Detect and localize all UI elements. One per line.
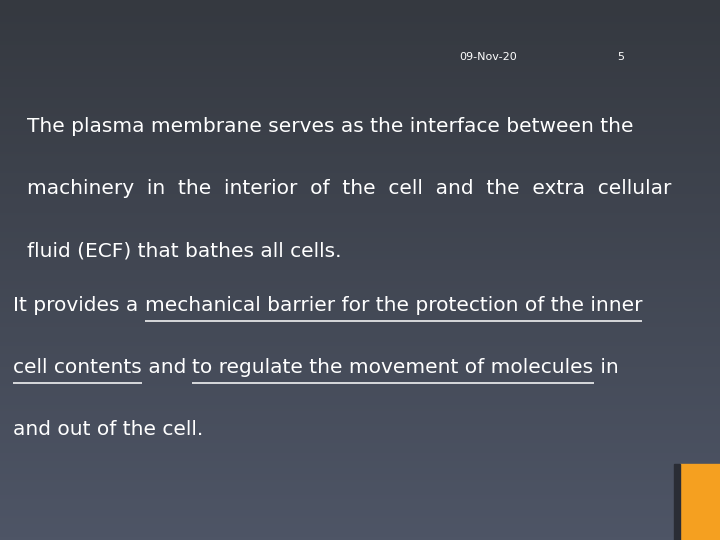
Text: 09-Nov-20: 09-Nov-20 [459,52,517,62]
Text: cell contents: cell contents [13,357,142,377]
Text: and: and [142,357,192,377]
Bar [674,464,680,540]
Text: to regulate the movement of molecules: to regulate the movement of molecules [192,357,593,377]
Text: machinery  in  the  interior  of  the  cell  and  the  extra  cellular: machinery in the interior of the cell an… [27,179,672,199]
Text: mechanical barrier for the protection of the inner: mechanical barrier for the protection of… [145,295,642,315]
Text: in: in [593,357,618,377]
Text: 5: 5 [617,52,624,62]
Text: The plasma membrane serves as the interface between the: The plasma membrane serves as the interf… [27,117,634,137]
Text: and out of the cell.: and out of the cell. [13,420,203,439]
Text: fluid (ECF) that bathes all cells.: fluid (ECF) that bathes all cells. [27,241,342,261]
Text: It provides a: It provides a [13,295,145,315]
Bar [680,464,720,540]
